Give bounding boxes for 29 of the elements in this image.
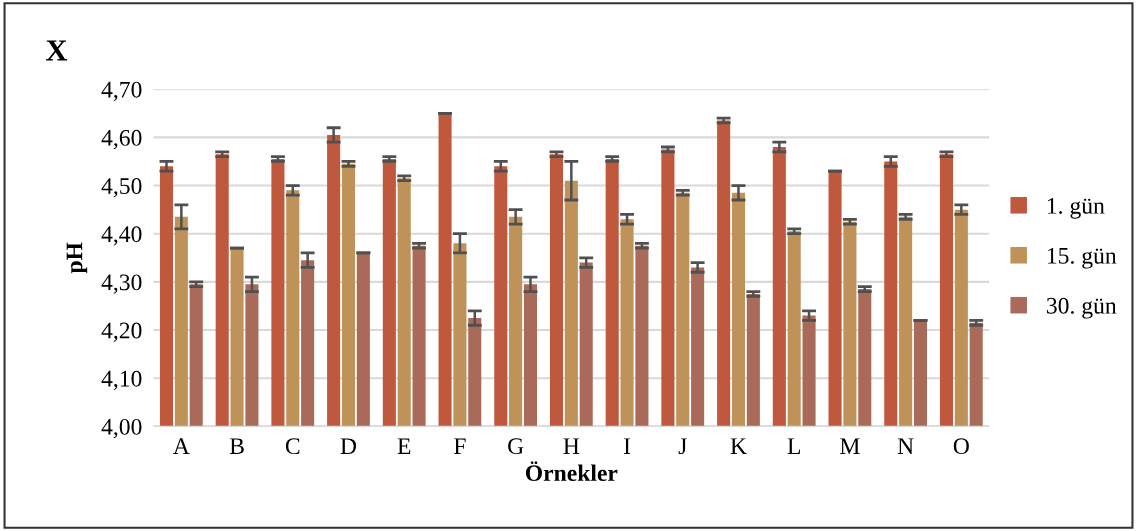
y-tick-label: 4,10 [101, 370, 142, 391]
y-tick-label: 4,40 [101, 226, 142, 246]
y-tick-label: 4,70 [101, 81, 142, 102]
y-tick-label: 4,20 [101, 322, 142, 342]
x-tick-label: B [229, 438, 244, 454]
x-tick-label: L [787, 438, 800, 454]
y-tick-label: 4,30 [101, 274, 142, 294]
legend-label: 15. gün [1047, 247, 1117, 269]
y-tick-label: 4,50 [101, 178, 142, 198]
x-tick-label: D [340, 438, 357, 454]
x-tick-label: M [840, 438, 860, 454]
y-tick-label: 4,60 [101, 129, 142, 150]
y-axis-title: pH [66, 242, 88, 274]
x-tick-label: I [623, 438, 631, 454]
legend-label: 1. gün [1047, 197, 1105, 219]
x-tick-label: C [285, 438, 300, 455]
x-tick-label: A [173, 438, 190, 454]
x-tick-label: O [953, 438, 969, 455]
x-tick-label: F [454, 438, 466, 454]
x-tick-label: E [397, 438, 411, 454]
x-tick-label: N [897, 438, 914, 454]
x-tick-label: H [563, 438, 580, 454]
x-axis-title: Örnekler [525, 461, 618, 482]
legend-label: 30. gün [1046, 297, 1117, 319]
x-tick-label: G [508, 438, 524, 455]
y-tick-label: 4,00 [101, 418, 142, 439]
x-tick-label: J [678, 438, 687, 455]
x-tick-label: K [730, 438, 747, 454]
chart-title: X [46, 40, 68, 61]
